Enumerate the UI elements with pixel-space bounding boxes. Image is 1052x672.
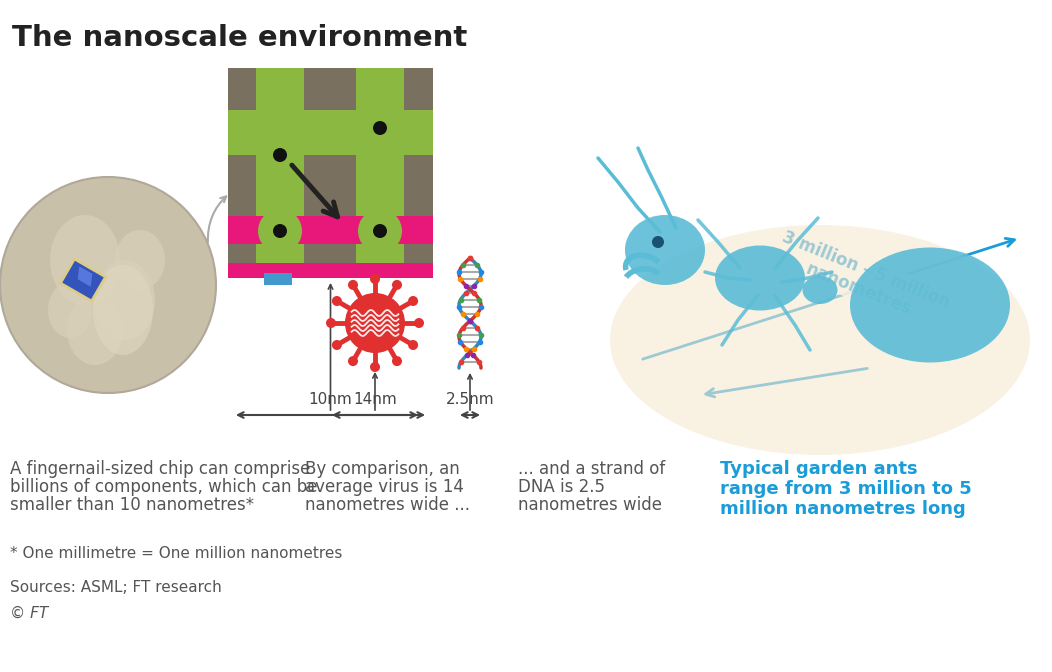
Circle shape bbox=[408, 340, 418, 350]
Ellipse shape bbox=[715, 245, 805, 310]
Ellipse shape bbox=[93, 265, 153, 355]
Circle shape bbox=[392, 356, 402, 366]
Circle shape bbox=[258, 133, 302, 177]
Circle shape bbox=[274, 224, 287, 238]
Bar bbox=[256, 68, 304, 278]
Text: 10nm: 10nm bbox=[308, 392, 352, 407]
Text: Typical garden ants: Typical garden ants bbox=[720, 460, 917, 478]
Text: 3 million - 5 million
nanometres: 3 million - 5 million nanometres bbox=[771, 228, 952, 331]
Polygon shape bbox=[78, 266, 93, 287]
Ellipse shape bbox=[67, 295, 123, 365]
Text: average virus is 14: average virus is 14 bbox=[305, 478, 464, 496]
Circle shape bbox=[331, 340, 342, 350]
Text: range from 3 million to 5: range from 3 million to 5 bbox=[720, 480, 972, 498]
Circle shape bbox=[258, 209, 302, 253]
Polygon shape bbox=[60, 259, 105, 301]
Text: The nanoscale environment: The nanoscale environment bbox=[12, 24, 467, 52]
Circle shape bbox=[0, 177, 216, 393]
Text: By comparison, an: By comparison, an bbox=[305, 460, 460, 478]
Text: © FT: © FT bbox=[11, 606, 48, 621]
Text: Sources: ASML; FT research: Sources: ASML; FT research bbox=[11, 580, 222, 595]
Circle shape bbox=[408, 296, 418, 306]
Ellipse shape bbox=[625, 215, 705, 285]
Circle shape bbox=[274, 148, 287, 162]
Text: billions of components, which can be: billions of components, which can be bbox=[11, 478, 318, 496]
Text: A fingernail-sized chip can comprise: A fingernail-sized chip can comprise bbox=[11, 460, 310, 478]
Text: million nanometres long: million nanometres long bbox=[720, 500, 966, 518]
Bar bbox=[228, 263, 433, 278]
Ellipse shape bbox=[850, 247, 1010, 362]
Text: nanometres wide: nanometres wide bbox=[518, 496, 662, 514]
Text: smaller than 10 nanometres*: smaller than 10 nanometres* bbox=[11, 496, 255, 514]
Text: 14nm: 14nm bbox=[353, 392, 397, 407]
Circle shape bbox=[652, 236, 664, 248]
Ellipse shape bbox=[95, 260, 155, 340]
Text: 2.5nm: 2.5nm bbox=[446, 392, 494, 407]
Text: DNA is 2.5: DNA is 2.5 bbox=[518, 478, 605, 496]
Bar bbox=[228, 110, 433, 155]
Circle shape bbox=[370, 362, 380, 372]
Circle shape bbox=[345, 293, 405, 353]
Circle shape bbox=[326, 318, 336, 328]
Bar bbox=[228, 68, 433, 278]
Bar bbox=[228, 216, 433, 244]
Circle shape bbox=[373, 121, 387, 135]
Circle shape bbox=[331, 296, 342, 306]
Text: nanometres wide ...: nanometres wide ... bbox=[305, 496, 470, 514]
Text: * One millimetre = One million nanometres: * One millimetre = One million nanometre… bbox=[11, 546, 342, 561]
Ellipse shape bbox=[115, 230, 165, 290]
Circle shape bbox=[348, 356, 358, 366]
Circle shape bbox=[358, 106, 402, 150]
Ellipse shape bbox=[50, 215, 120, 305]
Ellipse shape bbox=[803, 276, 837, 304]
Text: ... and a strand of: ... and a strand of bbox=[518, 460, 665, 478]
Ellipse shape bbox=[48, 282, 92, 338]
Circle shape bbox=[414, 318, 424, 328]
Bar bbox=[356, 68, 404, 278]
Circle shape bbox=[358, 209, 402, 253]
Ellipse shape bbox=[610, 225, 1030, 455]
Circle shape bbox=[348, 280, 358, 290]
Circle shape bbox=[370, 274, 380, 284]
Circle shape bbox=[373, 224, 387, 238]
Circle shape bbox=[392, 280, 402, 290]
Bar bbox=[264, 273, 292, 285]
